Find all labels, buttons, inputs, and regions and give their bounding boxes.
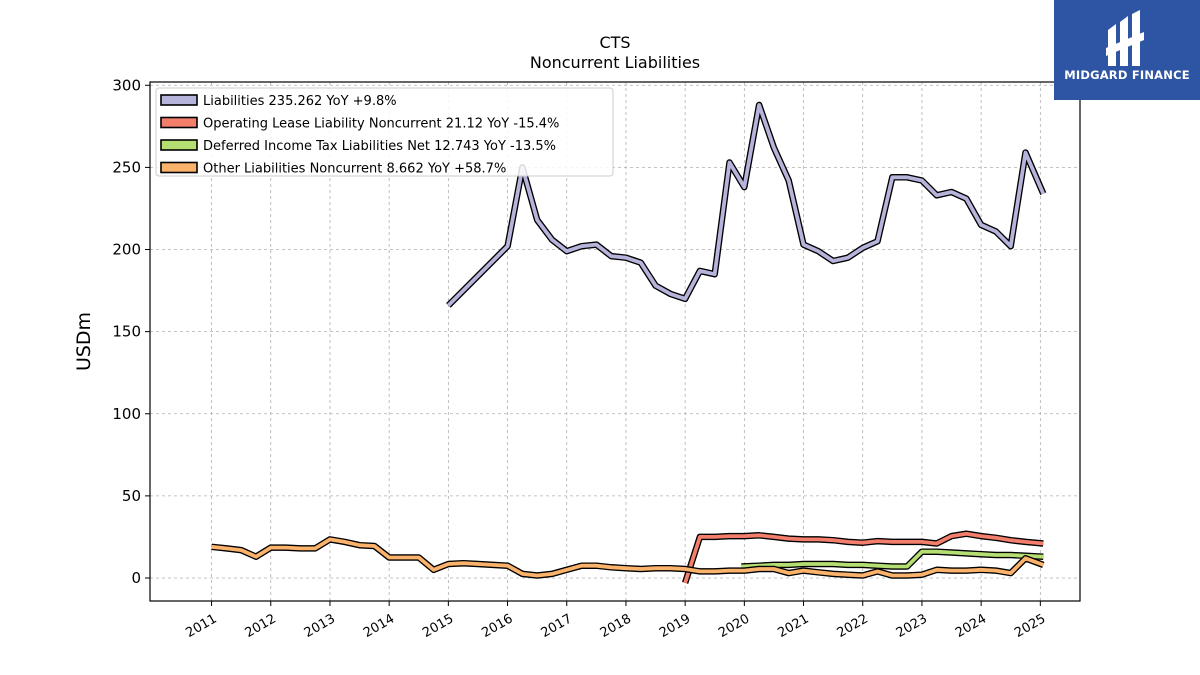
legend-swatch bbox=[160, 116, 198, 129]
x-tick-label: 2017 bbox=[539, 611, 575, 641]
x-tick-label: 2011 bbox=[183, 611, 219, 641]
x-tick-label: 2012 bbox=[243, 611, 279, 641]
grid bbox=[150, 82, 1080, 601]
x-tick-label: 2022 bbox=[835, 611, 871, 641]
chart-title: CTS bbox=[599, 33, 630, 52]
legend: Liabilities 235.262 YoY +9.8% Operating L… bbox=[155, 87, 614, 177]
x-tick-label: 2019 bbox=[657, 611, 693, 641]
series-1-line bbox=[447, 103, 1046, 307]
x-tick-label: 2023 bbox=[894, 611, 930, 641]
plot-frame bbox=[149, 81, 1081, 602]
y-axis-label: USDm bbox=[73, 312, 95, 371]
x-tick-label: 2014 bbox=[361, 611, 397, 641]
y-tick-label: 250 bbox=[112, 158, 141, 176]
legend-label: Operating Lease Liability Noncurrent 21.… bbox=[203, 117, 559, 132]
legend-label: Deferred Income Tax Liabilities Net 12.7… bbox=[203, 139, 556, 154]
x-axis: 2011 2012 2013 2014 2015 2016 2017 2018 2019 2020… bbox=[183, 601, 1048, 641]
chart-subtitle: Noncurrent Liabilities bbox=[530, 53, 700, 72]
y-axis: 0 50 100 150 200 250 300 bbox=[112, 76, 150, 587]
y-tick-label: 100 bbox=[112, 405, 141, 423]
x-tick-label: 2020 bbox=[716, 611, 752, 641]
series-4-line bbox=[211, 537, 1044, 578]
x-tick-label: 2025 bbox=[1012, 611, 1048, 641]
series-layer bbox=[211, 101, 1047, 584]
y-tick-label: 150 bbox=[112, 323, 141, 341]
x-tick-label: 2021 bbox=[775, 611, 811, 641]
x-tick-label: 2024 bbox=[953, 611, 989, 641]
legend-box bbox=[155, 87, 614, 177]
x-tick-label: 2016 bbox=[479, 611, 515, 641]
y-tick-label: 0 bbox=[131, 569, 141, 587]
x-tick-label: 2013 bbox=[302, 611, 338, 641]
y-tick-label: 50 bbox=[122, 487, 141, 505]
legend-label: Other Liabilities Noncurrent 8.662 YoY +… bbox=[203, 162, 506, 177]
series-2-line bbox=[683, 531, 1044, 584]
x-tick-label: 2018 bbox=[598, 611, 634, 641]
legend-swatch bbox=[160, 139, 198, 151]
legend-label: Liabilities 235.262 YoY +9.8% bbox=[203, 94, 397, 109]
y-tick-label: 200 bbox=[112, 241, 141, 259]
y-tick-label: 300 bbox=[112, 76, 141, 94]
legend-swatch bbox=[160, 94, 198, 106]
brand-logo: MIDGARD FINANCE bbox=[1054, 0, 1200, 100]
midgard-logo-icon bbox=[1106, 10, 1144, 66]
series-3-line bbox=[741, 549, 1044, 569]
brand-name: MIDGARD FINANCE bbox=[1064, 68, 1190, 82]
legend-swatch bbox=[160, 161, 198, 174]
x-tick-label: 2015 bbox=[420, 611, 456, 641]
